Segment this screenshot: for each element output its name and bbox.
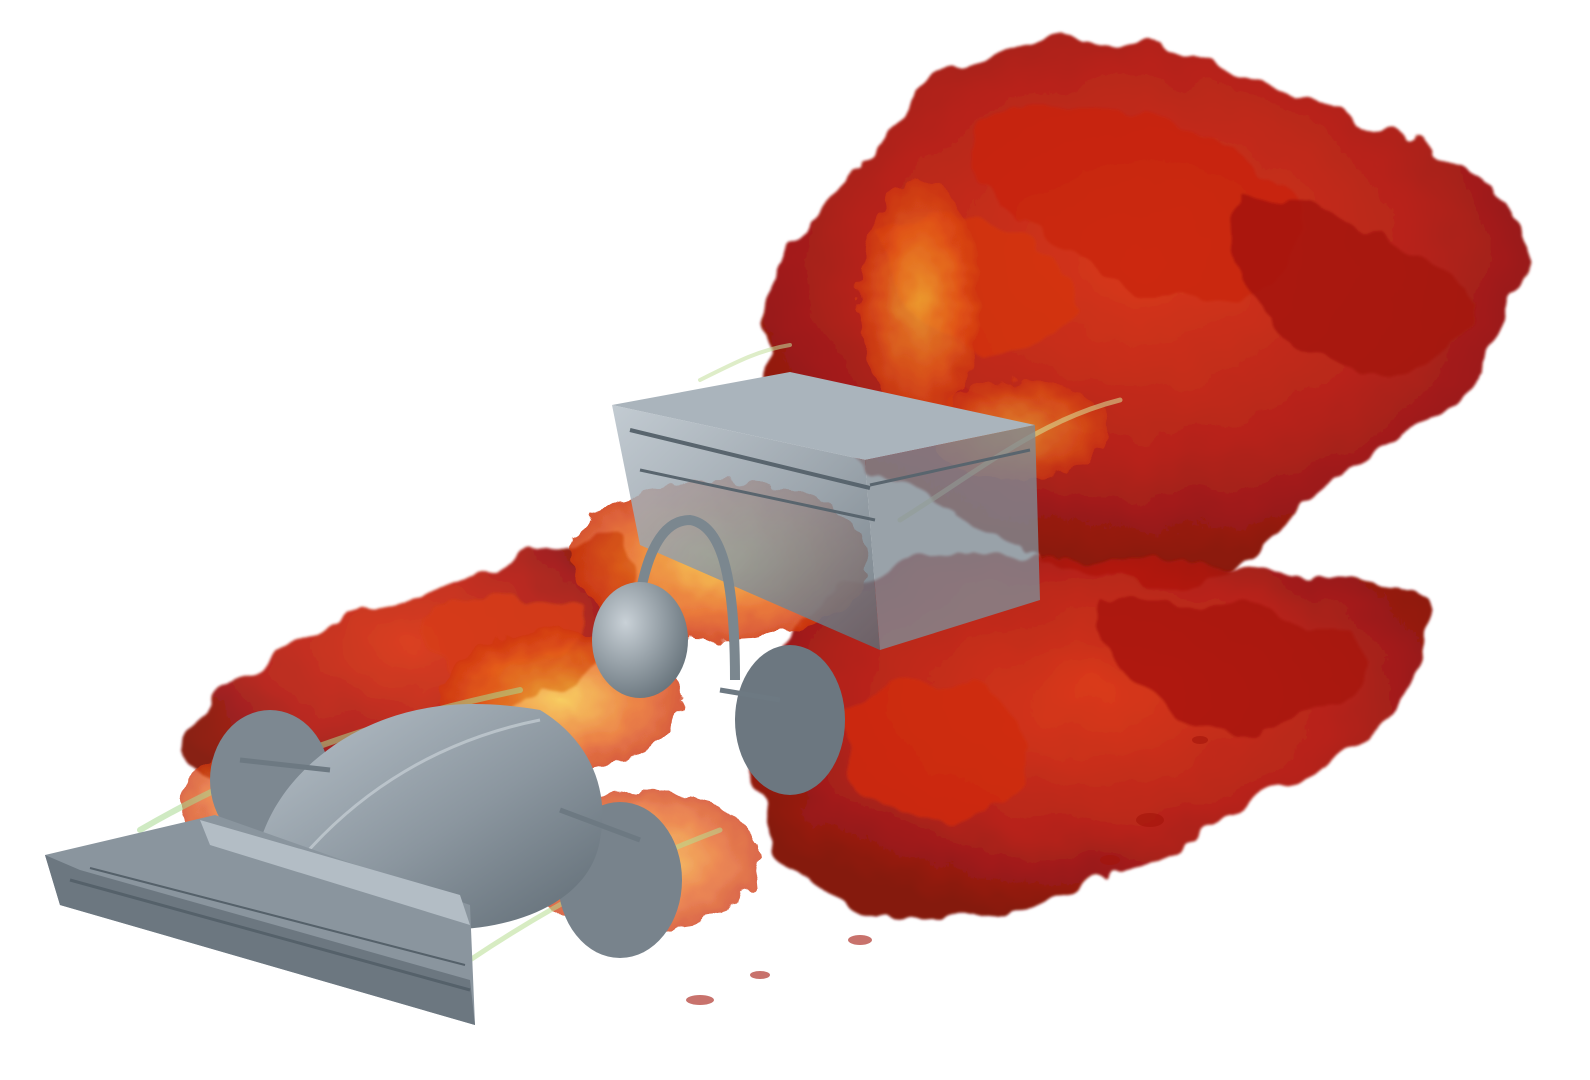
scattered-vortex-specks bbox=[686, 736, 1208, 1005]
rear-wing bbox=[612, 372, 1040, 650]
rear-right-tyre bbox=[735, 645, 845, 795]
driver-helmet bbox=[592, 582, 688, 698]
lower-wake-vortices bbox=[752, 552, 1429, 918]
front-wing bbox=[45, 815, 475, 1025]
roll-hoop bbox=[630, 514, 740, 681]
race-car-model bbox=[45, 372, 1040, 1025]
suspension-arms bbox=[239, 687, 781, 843]
